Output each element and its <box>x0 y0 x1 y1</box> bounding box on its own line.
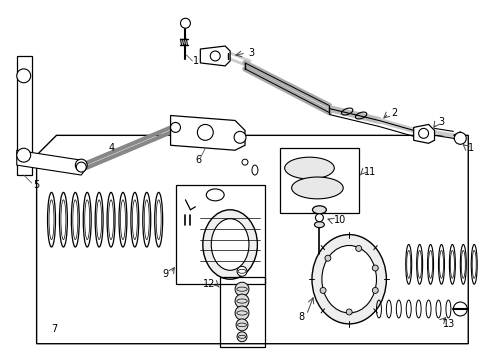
Text: 10: 10 <box>334 215 346 225</box>
Circle shape <box>234 131 245 143</box>
Circle shape <box>371 287 378 293</box>
Ellipse shape <box>439 251 443 278</box>
Ellipse shape <box>108 200 113 239</box>
Ellipse shape <box>236 299 247 303</box>
Text: 4: 4 <box>109 143 115 153</box>
Circle shape <box>237 332 246 342</box>
Ellipse shape <box>237 323 246 327</box>
Text: 2: 2 <box>390 108 396 117</box>
Circle shape <box>315 214 323 222</box>
Ellipse shape <box>73 200 78 239</box>
Ellipse shape <box>314 222 324 228</box>
Ellipse shape <box>427 251 432 278</box>
Circle shape <box>197 125 213 140</box>
Bar <box>220 277 264 347</box>
Polygon shape <box>17 150 86 175</box>
Polygon shape <box>17 56 32 175</box>
Text: 3: 3 <box>247 48 254 58</box>
Ellipse shape <box>206 189 224 201</box>
Bar <box>175 185 264 284</box>
Text: 1: 1 <box>468 143 473 153</box>
Text: 3: 3 <box>438 117 444 127</box>
Circle shape <box>452 302 467 316</box>
Circle shape <box>320 287 325 293</box>
Circle shape <box>180 18 190 28</box>
Ellipse shape <box>211 219 248 270</box>
Ellipse shape <box>406 251 410 278</box>
Circle shape <box>235 306 248 320</box>
Text: 8: 8 <box>298 312 304 322</box>
Ellipse shape <box>236 287 247 291</box>
Ellipse shape <box>471 251 475 278</box>
Text: 9: 9 <box>162 269 168 279</box>
Text: 12: 12 <box>203 279 215 289</box>
Polygon shape <box>170 116 244 150</box>
Circle shape <box>355 246 361 251</box>
Text: 1: 1 <box>193 56 199 66</box>
Ellipse shape <box>460 251 464 278</box>
Ellipse shape <box>417 251 421 278</box>
Circle shape <box>75 159 87 171</box>
Text: 5: 5 <box>34 180 40 190</box>
Circle shape <box>17 69 31 83</box>
Circle shape <box>453 132 466 144</box>
Circle shape <box>346 309 351 315</box>
Text: 7: 7 <box>51 324 58 334</box>
Ellipse shape <box>49 200 54 239</box>
Ellipse shape <box>156 200 161 239</box>
Ellipse shape <box>203 210 257 279</box>
Ellipse shape <box>97 200 102 239</box>
Ellipse shape <box>84 200 89 239</box>
Ellipse shape <box>449 251 453 278</box>
Circle shape <box>237 266 246 276</box>
Text: 11: 11 <box>364 167 376 177</box>
Circle shape <box>236 319 247 331</box>
Circle shape <box>324 255 330 261</box>
Ellipse shape <box>291 177 343 199</box>
Ellipse shape <box>61 200 66 239</box>
Text: 13: 13 <box>443 319 455 329</box>
Circle shape <box>371 265 378 271</box>
Ellipse shape <box>238 335 245 338</box>
Ellipse shape <box>321 246 376 313</box>
Polygon shape <box>200 46 230 66</box>
Polygon shape <box>37 135 468 344</box>
Ellipse shape <box>144 200 149 239</box>
Circle shape <box>17 148 31 162</box>
Circle shape <box>210 51 220 61</box>
Circle shape <box>235 282 248 296</box>
Text: 6: 6 <box>195 155 201 165</box>
Polygon shape <box>413 125 434 143</box>
Circle shape <box>170 122 180 132</box>
Circle shape <box>76 162 86 172</box>
Ellipse shape <box>311 235 386 324</box>
Ellipse shape <box>312 206 325 214</box>
Ellipse shape <box>120 200 125 239</box>
Ellipse shape <box>284 157 334 179</box>
Ellipse shape <box>236 311 247 315</box>
Circle shape <box>242 159 247 165</box>
Bar <box>279 148 358 213</box>
Circle shape <box>235 294 248 308</box>
Circle shape <box>418 129 427 138</box>
Ellipse shape <box>132 200 137 239</box>
